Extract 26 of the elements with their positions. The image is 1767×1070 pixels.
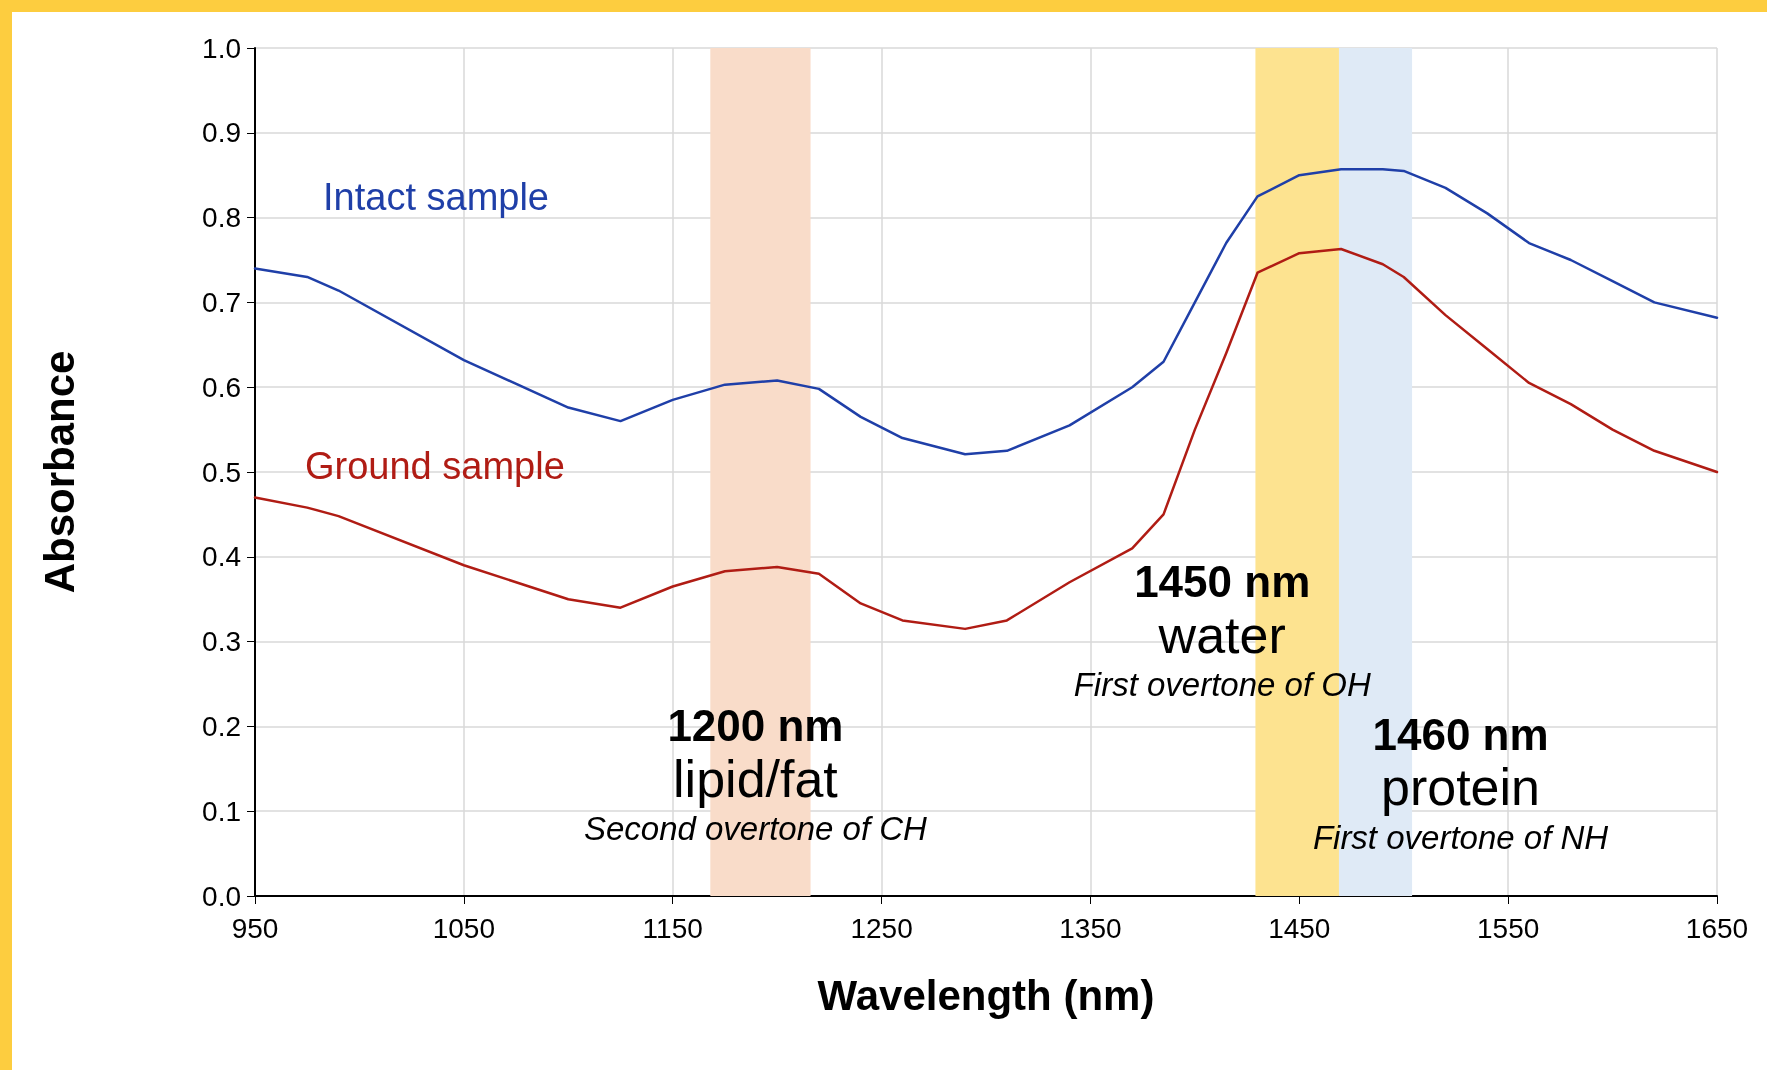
x-axis-title: Wavelength (nm) <box>817 971 1155 1019</box>
y-tick-label: 0.4 <box>202 541 241 573</box>
y-tick-label: 0.3 <box>202 626 241 658</box>
y-tick-label: 0.1 <box>202 795 241 827</box>
y-tick-label: 0.0 <box>202 880 241 912</box>
y-tick-label: 0.8 <box>202 202 241 234</box>
y-tick-label: 0.6 <box>202 371 241 403</box>
x-tick-label: 1550 <box>1476 912 1540 944</box>
band-label: 1450 nm water First overtone of OH <box>1073 557 1371 704</box>
x-tick-label: 950 <box>231 912 279 944</box>
x-tick-label: 1050 <box>432 912 496 944</box>
x-tick-label: 1650 <box>1685 912 1749 944</box>
x-tick-label: 1150 <box>642 912 703 944</box>
x-tick-label: 1350 <box>1059 912 1122 944</box>
y-tick-label: 1.0 <box>202 32 241 64</box>
y-tick-label: 0.7 <box>202 286 241 318</box>
y-tick-label: 0.5 <box>202 456 241 488</box>
band-label: 1200 nm lipid/fat Second overtone of CH <box>583 701 928 848</box>
band-label: 1460 nm protein First overtone of NH <box>1312 709 1609 856</box>
series-label: Intact sample <box>323 176 549 219</box>
x-tick-label: 1450 <box>1268 912 1331 944</box>
x-tick-label: 1250 <box>850 912 913 944</box>
y-axis-title: Absorbance <box>35 350 83 594</box>
y-tick-label: 0.9 <box>202 117 241 149</box>
y-tick-label: 0.2 <box>202 710 241 742</box>
series-label: Ground sample <box>305 445 565 488</box>
